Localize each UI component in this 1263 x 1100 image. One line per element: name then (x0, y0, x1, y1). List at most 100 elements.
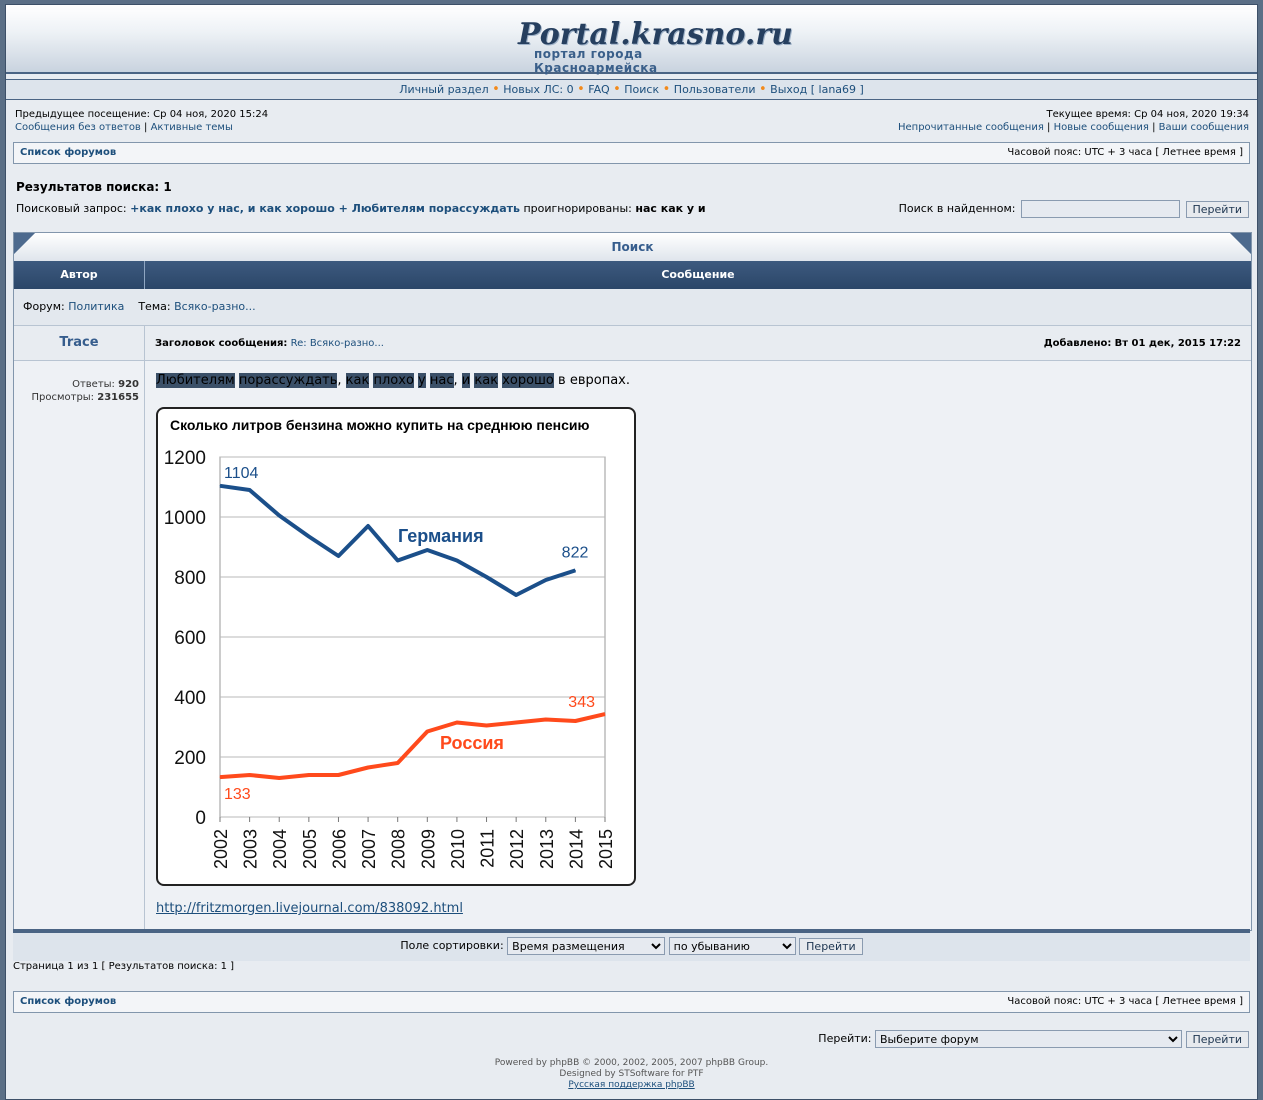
chart-image: Сколько литров бензина можно купить на с… (156, 407, 636, 886)
post-author[interactable]: Trace (14, 326, 145, 360)
search-query: Поисковый запрос: +как плохо у нас, и ка… (16, 202, 706, 215)
sort-field-select[interactable]: Время размещения (507, 937, 666, 955)
nav-users[interactable]: Пользователи (673, 83, 756, 96)
replies-value: 920 (118, 379, 139, 390)
x-tick-label: 2005 (300, 829, 320, 869)
timezone: Часовой пояс: UTC + 3 часа [ Летнее врем… (1007, 996, 1243, 1007)
link-unread[interactable]: Непрочитанные сообщения (897, 122, 1044, 133)
forum-jump-select[interactable]: Выберите форум (875, 1030, 1182, 1048)
timezone: Часовой пояс: UTC + 3 часа [ Летнее врем… (1007, 147, 1243, 158)
search-within-go-button[interactable]: Перейти (1185, 200, 1249, 218)
link-new-messages[interactable]: Новые сообщения (1053, 122, 1149, 133)
views-value: 231655 (97, 392, 139, 403)
forum-jump-go-button[interactable]: Перейти (1185, 1030, 1249, 1048)
series-name-label: Россия (440, 733, 504, 753)
separator: | (1047, 122, 1051, 133)
search-within-input[interactable] (1021, 200, 1180, 218)
site-logo[interactable]: Portal.krasno.ru портал города Красноарм… (512, 15, 793, 75)
sort-order-select[interactable]: по убыванию (668, 937, 796, 955)
data-point (456, 722, 458, 723)
current-time: Текущее время: Ср 04 ноя, 2020 19:34 (1046, 109, 1249, 120)
query-label: Поисковый запрос: (16, 202, 127, 215)
data-label: 343 (568, 694, 595, 711)
nav-logout[interactable]: Выход [ lana69 ] (770, 83, 864, 96)
x-tick-label: 2012 (507, 829, 527, 869)
bullet-icon: • (613, 82, 621, 97)
logo-title: Portal.krasno.ru (518, 17, 793, 52)
data-point (545, 719, 547, 720)
sort-go-button[interactable]: Перейти (799, 937, 863, 955)
link-active-topics[interactable]: Активные темы (150, 122, 233, 133)
y-tick-label: 600 (174, 628, 206, 649)
data-point (367, 767, 369, 768)
y-tick-label: 200 (174, 748, 206, 769)
data-point (426, 549, 428, 551)
subject-link[interactable]: Re: Всяко-разно... (290, 338, 384, 349)
footer-support-link[interactable]: Русская поддержка phpBB (568, 1080, 695, 1090)
breadcrumb-forum-list[interactable]: Список форумов (20, 996, 117, 1007)
panel-title-text: Поиск (611, 240, 654, 254)
forum-jump: Перейти: Выберите форум Перейти (818, 1030, 1249, 1048)
link-no-replies[interactable]: Сообщения без ответов (15, 122, 141, 133)
data-label: 1104 (224, 465, 259, 482)
bullet-icon: • (577, 82, 585, 97)
nav-search[interactable]: Поиск (624, 83, 660, 96)
x-tick-label: 2010 (448, 829, 468, 869)
query-link[interactable]: +как плохо у нас, и как хорошо + Любител… (130, 202, 520, 215)
data-point (397, 762, 399, 764)
highlight-word: Любителям (156, 373, 235, 388)
x-tick-label: 2007 (359, 829, 379, 869)
post-text-tail: в европах. (558, 373, 630, 388)
jump-label: Перейти: (818, 1032, 872, 1045)
breadcrumb-forum-list[interactable]: Список форумов (20, 147, 117, 158)
x-tick-label: 2004 (270, 829, 290, 869)
post-date: Добавлено: Вт 01 дек, 2015 17:22 (1044, 338, 1241, 349)
nav-personal[interactable]: Личный раздел (399, 83, 489, 96)
nav-new-pm[interactable]: Новых ЛС: 0 (503, 83, 574, 96)
page: Portal.krasno.ru портал города Красноарм… (5, 4, 1258, 1100)
highlight-word: у (418, 373, 426, 388)
data-point (515, 594, 517, 596)
link-your-messages[interactable]: Ваши сообщения (1158, 122, 1249, 133)
highlight-word: как (474, 373, 499, 388)
data-point (278, 515, 280, 516)
highlight-word: нас (429, 373, 454, 388)
ignored-label: проигнорированы: (523, 202, 632, 215)
forum-label: Форум: (23, 300, 65, 313)
data-point (397, 560, 399, 561)
separator: | (144, 122, 148, 133)
footer-powered: Powered by phpBB © 2000, 2002, 2005, 200… (494, 1058, 769, 1068)
data-point (486, 725, 488, 726)
y-tick-label: 800 (174, 568, 206, 589)
data-label: 133 (224, 786, 251, 803)
breadcrumb-bar: Список форумов Часовой пояс: UTC + 3 час… (13, 142, 1250, 164)
search-within-label: Поиск в найденном: (898, 202, 1016, 215)
data-point (308, 536, 310, 537)
nav-faq[interactable]: FAQ (588, 83, 610, 96)
y-tick-label: 400 (174, 688, 206, 709)
results-count: Результатов поиска: 1 (16, 180, 172, 194)
post-body-row: Ответы: 920 Просмотры: 231655 Любителям … (14, 361, 1251, 930)
chart-title: Сколько литров бензина можно купить на с… (170, 417, 590, 433)
sort-label: Поле сортировки: (400, 939, 504, 952)
data-point (337, 555, 339, 557)
data-point (308, 774, 310, 776)
forum-link[interactable]: Политика (68, 300, 125, 313)
col-author: Автор (14, 261, 145, 289)
bullet-icon: • (662, 82, 671, 97)
data-point (486, 576, 488, 578)
views-label: Просмотры: (31, 392, 95, 403)
topic-link[interactable]: Всяко-разно... (174, 300, 256, 313)
data-point (249, 774, 251, 776)
x-tick-label: 2002 (211, 829, 231, 869)
pagination: Страница 1 из 1 [ Результатов поиска: 1 … (13, 961, 235, 972)
footer: Powered by phpBB © 2000, 2002, 2005, 200… (6, 1058, 1257, 1091)
topic-label: Тема: (138, 300, 171, 313)
sort-bar: Поле сортировки: Время размещения по убы… (13, 929, 1250, 961)
data-point (545, 579, 547, 581)
corner-decoration (14, 233, 38, 261)
x-tick-label: 2011 (478, 829, 498, 868)
data-point (249, 489, 251, 491)
post-link[interactable]: http://fritzmorgen.livejournal.com/83809… (156, 901, 463, 916)
header: Portal.krasno.ru портал города Красноарм… (6, 5, 1257, 75)
